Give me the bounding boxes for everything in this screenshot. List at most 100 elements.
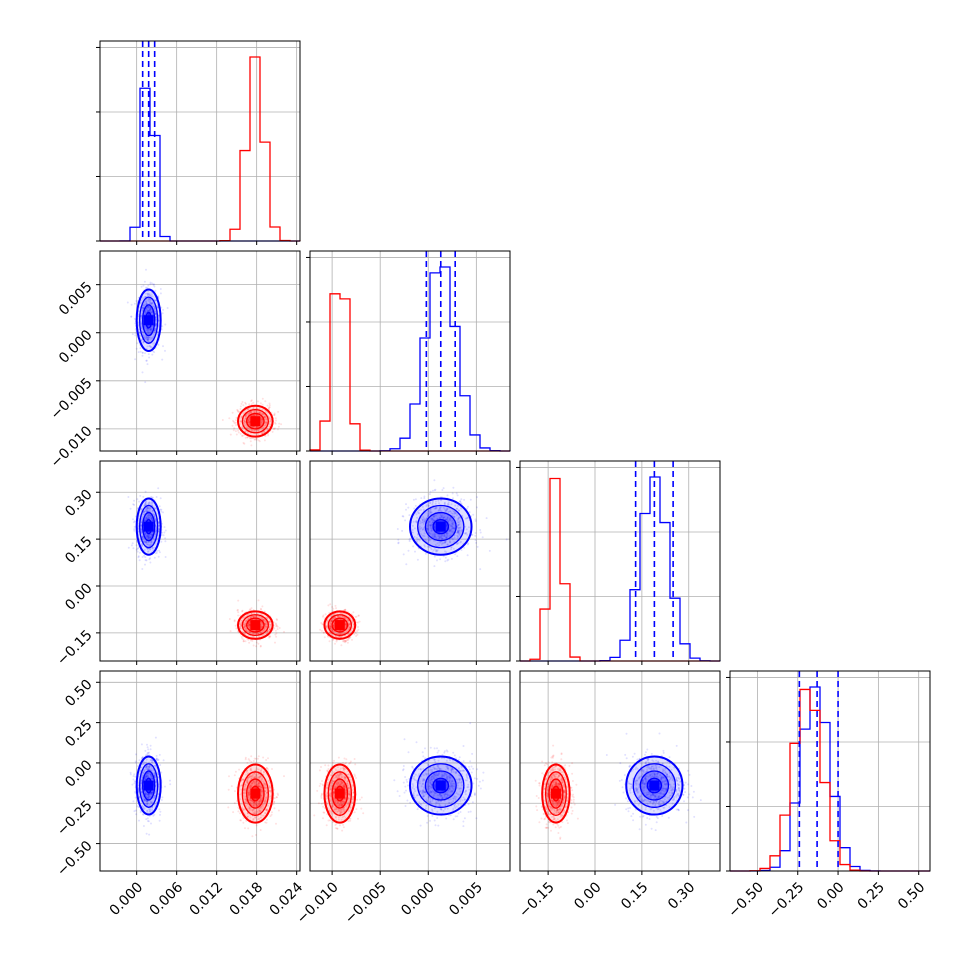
scatter-point xyxy=(260,608,263,611)
scatter-point xyxy=(158,549,161,552)
scatter-point xyxy=(141,338,143,341)
scatter-point xyxy=(141,517,144,520)
scatter-point xyxy=(240,622,243,624)
scatter-point xyxy=(255,645,258,648)
scatter-point xyxy=(261,625,264,628)
scatter-point xyxy=(145,508,148,511)
scatter-point xyxy=(241,434,244,437)
scatter-point xyxy=(472,513,475,516)
scatter-point xyxy=(445,533,448,536)
scatter-point xyxy=(149,345,152,348)
scatter-point xyxy=(142,298,145,300)
scatter-point xyxy=(157,314,160,317)
scatter-point xyxy=(476,496,478,499)
scatter-point xyxy=(269,420,272,423)
scatter-point xyxy=(464,532,467,535)
scatter-point xyxy=(145,338,148,341)
scatter-panel-3-0 xyxy=(96,670,301,875)
scatter-point xyxy=(139,301,142,304)
scatter-point xyxy=(255,437,257,440)
scatter-point xyxy=(145,335,148,338)
scatter-point xyxy=(456,519,459,522)
scatter-point xyxy=(164,323,167,326)
scatter-point xyxy=(274,622,277,625)
scatter-point xyxy=(149,514,152,517)
scatter-point xyxy=(156,550,158,552)
scatter-point xyxy=(137,547,140,550)
scatter-point xyxy=(144,503,147,506)
scatter-point xyxy=(127,496,130,498)
scatter-point xyxy=(457,504,459,507)
scatter-point xyxy=(243,623,246,626)
scatter-point xyxy=(453,527,456,530)
scatter-point xyxy=(144,749,147,752)
scatter-point xyxy=(428,524,431,527)
scatter-point xyxy=(146,336,149,338)
scatter-point xyxy=(154,518,157,521)
scatter-point xyxy=(142,306,145,309)
scatter-point xyxy=(252,615,254,618)
scatter-point xyxy=(150,517,153,520)
scatter-point xyxy=(455,531,458,534)
scatter-point xyxy=(143,511,146,513)
scatter-point xyxy=(151,310,154,313)
scatter-point xyxy=(235,433,238,436)
scatter-point xyxy=(145,300,148,303)
scatter-point xyxy=(150,308,152,311)
scatter-point xyxy=(139,347,142,350)
scatter-point xyxy=(448,523,451,526)
scatter-point xyxy=(475,541,478,544)
scatter-point xyxy=(429,508,432,510)
scatter-point xyxy=(424,538,427,541)
scatter-point xyxy=(457,532,460,535)
scatter-point xyxy=(148,509,151,512)
scatter-point xyxy=(247,419,250,422)
scatter-point xyxy=(147,541,150,543)
scatter-point xyxy=(240,415,243,418)
scatter-point xyxy=(142,333,145,336)
scatter-point xyxy=(414,498,417,501)
scatter-point xyxy=(149,336,152,339)
scatter-point xyxy=(259,617,262,620)
scatter-point xyxy=(146,328,149,330)
scatter-point xyxy=(442,542,445,545)
scatter-point xyxy=(158,528,161,530)
scatter-point xyxy=(162,345,164,348)
scatter-point xyxy=(479,531,482,534)
scatter-point xyxy=(428,531,430,534)
scatter-point xyxy=(241,434,243,437)
scatter-point xyxy=(247,624,250,627)
scatter-point xyxy=(141,556,144,558)
scatter-point xyxy=(150,533,153,536)
scatter-point xyxy=(155,299,158,302)
scatter-point xyxy=(151,502,153,505)
scatter-point xyxy=(148,309,151,312)
scatter-point xyxy=(144,352,146,355)
scatter-point xyxy=(150,327,153,330)
scatter-point xyxy=(147,284,150,287)
scatter-point xyxy=(145,336,147,339)
scatter-point xyxy=(468,530,471,533)
scatter-point xyxy=(416,558,419,561)
scatter-point xyxy=(135,548,138,551)
scatter-point xyxy=(141,331,144,334)
scatter-point xyxy=(428,512,431,515)
scatter-point xyxy=(433,535,436,538)
scatter-point xyxy=(148,299,151,302)
scatter-point xyxy=(450,546,453,549)
scatter-point xyxy=(351,638,353,641)
scatter-point xyxy=(242,441,245,444)
scatter-point xyxy=(147,516,150,519)
scatter-point xyxy=(253,632,256,635)
scatter-panel-2-1 xyxy=(309,460,511,665)
scatter-point xyxy=(455,492,458,495)
scatter-point xyxy=(243,422,246,425)
scatter-point xyxy=(265,410,268,413)
scatter-point xyxy=(145,335,147,338)
scatter-point xyxy=(148,331,151,333)
scatter-point xyxy=(147,310,149,312)
scatter-point xyxy=(428,493,431,496)
scatter-point xyxy=(150,337,153,340)
scatter-point xyxy=(150,336,153,339)
scatter-point xyxy=(276,628,279,631)
